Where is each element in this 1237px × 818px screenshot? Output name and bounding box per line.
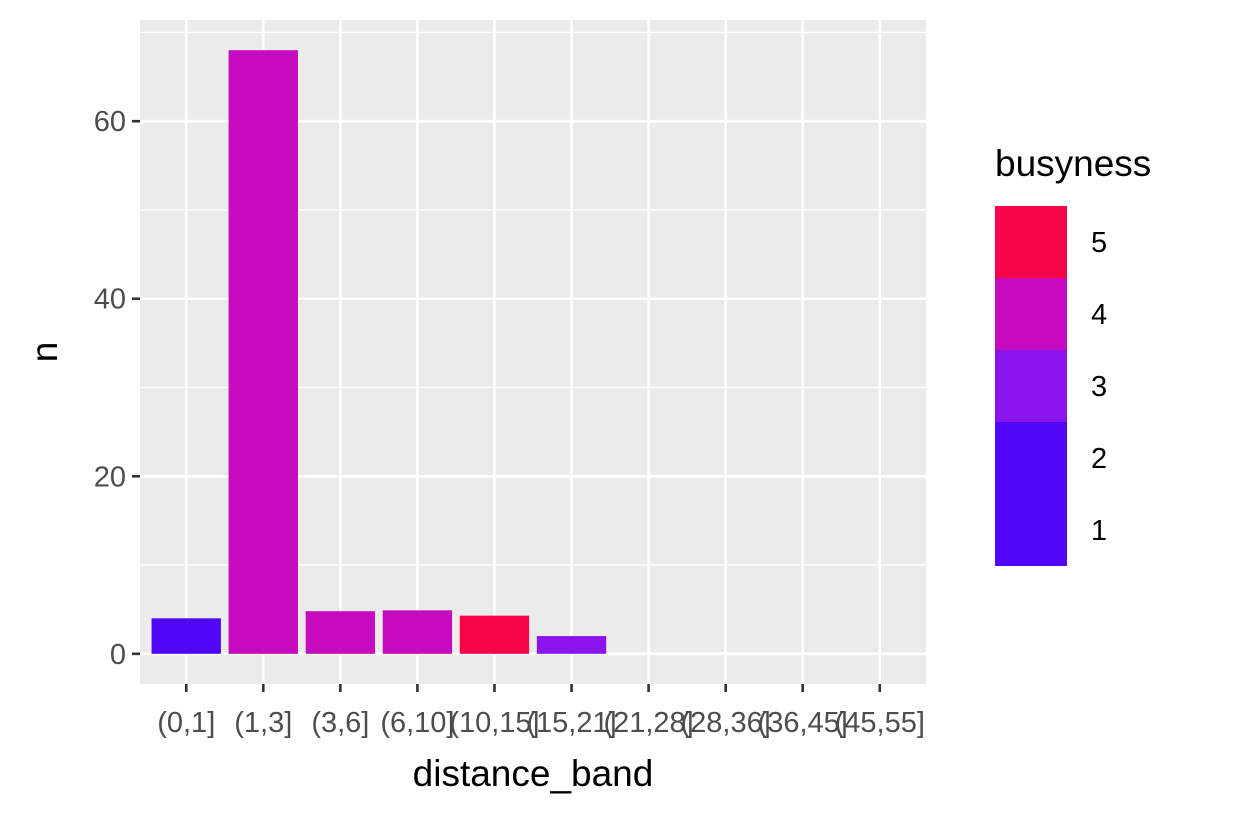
bar-6 xyxy=(536,636,607,654)
bar-3 xyxy=(305,611,376,654)
y-axis-title: n xyxy=(24,342,65,363)
legend-color-segment xyxy=(995,422,1067,494)
x-tick-label: (6,10] xyxy=(380,707,454,739)
bar-4 xyxy=(382,610,453,654)
x-tick-label: (36,45] xyxy=(758,707,848,739)
x-tick-label: (10,15] xyxy=(449,707,539,739)
legend-color-segment xyxy=(995,494,1067,566)
legend-title: busyness xyxy=(995,143,1151,184)
x-tick-label: (45,55] xyxy=(835,707,925,739)
legend-color-segment xyxy=(995,206,1067,278)
y-tick-label: 60 xyxy=(94,106,126,138)
bar-2 xyxy=(228,50,298,654)
legend-color-segment xyxy=(995,278,1067,350)
x-tick-label: (3,6] xyxy=(311,707,369,739)
bar-1 xyxy=(151,618,221,654)
y-tick-label: 40 xyxy=(94,284,126,316)
x-tick-label: (0,1] xyxy=(157,707,215,739)
x-tick-label: (15,21] xyxy=(526,707,616,739)
legend-label: 2 xyxy=(1091,443,1107,475)
bars xyxy=(151,50,607,654)
x-tick-label: (28,36] xyxy=(680,707,770,739)
legend-label: 5 xyxy=(1091,227,1107,259)
x-axis: (0,1] (1,3] (3,6] (6,10](10,15](15,21](21,2… xyxy=(157,684,925,739)
x-tick-label: (1,3] xyxy=(234,707,292,739)
legend-labels: 1 2 3 4 5 xyxy=(1091,227,1107,547)
legend-label: 4 xyxy=(1091,299,1107,331)
legend-color-segment xyxy=(995,350,1067,422)
y-axis: 0 20 40 60 xyxy=(94,106,140,671)
y-tick-label: 0 xyxy=(110,639,126,671)
y-tick-label: 20 xyxy=(94,461,126,493)
legend-label: 3 xyxy=(1091,371,1107,403)
x-axis-title: distance_band xyxy=(413,753,654,794)
legend: busyness 1 2 3 4 5 xyxy=(995,143,1151,566)
legend-label: 1 xyxy=(1091,515,1107,547)
legend-colorbar xyxy=(995,206,1067,566)
x-tick-label: (21,28] xyxy=(603,707,693,739)
bar-5 xyxy=(459,615,530,654)
